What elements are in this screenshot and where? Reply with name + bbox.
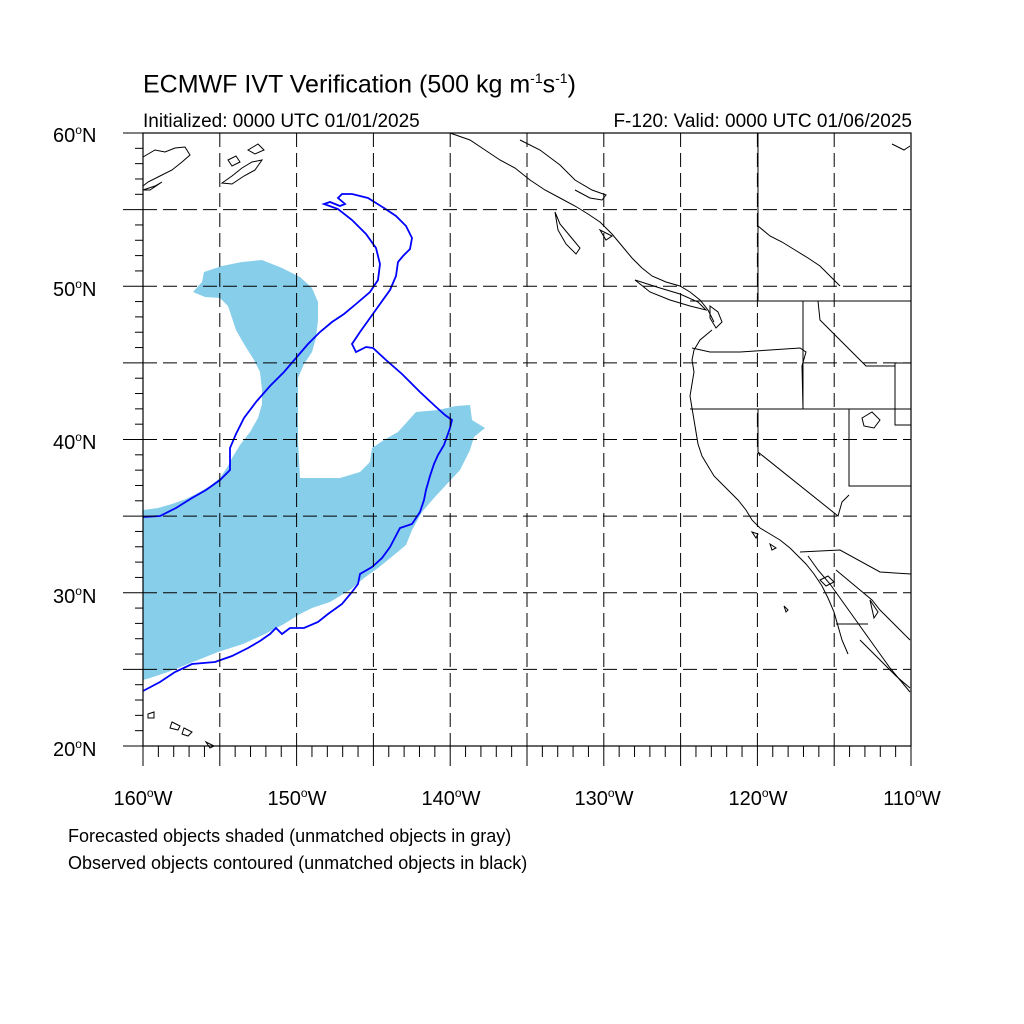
- lon-label-110w: 110oW: [883, 786, 941, 810]
- valid-time: F-120: Valid: 0000 UTC 01/06/2025: [613, 111, 912, 132]
- initialized-time: Initialized: 0000 UTC 01/01/2025: [143, 111, 420, 132]
- coastlines: [142, 132, 912, 749]
- axis-ticks: [123, 132, 912, 766]
- observed-object-contour: [142, 193, 454, 692]
- lon-label-150w: 150oW: [267, 786, 327, 810]
- map-title: ECMWF IVT Verification (500 kg m-1s-1): [143, 70, 576, 99]
- lat-lon-grid: [143, 133, 911, 746]
- forecast-note: Forecasted objects shaded (unmatched obj…: [68, 826, 512, 846]
- lon-label-160w: 160oW: [113, 786, 173, 810]
- lat-label-50n: 50oN: [53, 277, 97, 301]
- lon-label-120w: 120oW: [728, 786, 788, 810]
- lat-label-30n: 30oN: [53, 584, 97, 608]
- lon-label-140w: 140oW: [421, 786, 481, 810]
- lat-label-20n: 20oN: [53, 737, 97, 761]
- observed-note: Observed objects contoured (unmatched ob…: [68, 853, 528, 873]
- forecast-object-shaded: [143, 260, 485, 680]
- lat-label-60n: 60oN: [53, 123, 97, 147]
- lat-label-40n: 40oN: [53, 430, 97, 454]
- lon-label-130w: 130oW: [574, 786, 634, 810]
